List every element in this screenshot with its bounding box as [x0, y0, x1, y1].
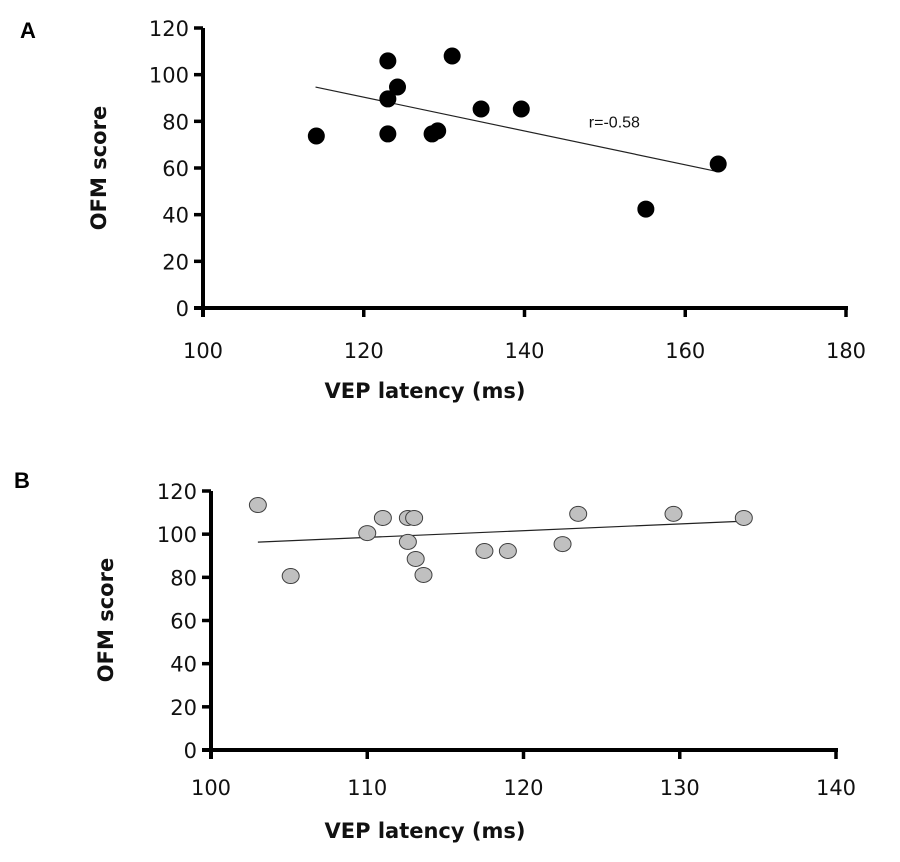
y-tick-label: 60	[162, 157, 189, 181]
y-tick-label: 60	[170, 610, 197, 634]
panel-label-a: A	[20, 18, 36, 43]
x-tick-label: 160	[665, 339, 705, 363]
trendline-b	[257, 520, 743, 543]
data-point	[498, 543, 517, 560]
data-point	[569, 505, 588, 522]
y-tick-label: 120	[149, 17, 189, 41]
data-point	[443, 47, 461, 65]
y-tick-label: 100	[157, 523, 197, 547]
data-point	[472, 100, 490, 118]
y-tick-label: 120	[157, 480, 197, 504]
y-tick-label: 80	[170, 566, 197, 590]
data-point	[379, 52, 397, 70]
x-tick-label: 110	[347, 776, 387, 800]
trendline-a	[315, 86, 716, 172]
x-ticks-a: 100 120 140 160 180	[183, 308, 866, 363]
panel-b: B 0 20 40 60 80 100 120 100 110 120 130 140 VEP la…	[14, 468, 856, 843]
x-tick-label: 140	[504, 339, 544, 363]
x-ticks-b: 100 110 120 130 140	[191, 750, 856, 800]
data-point	[414, 566, 433, 583]
x-tick-label: 140	[816, 776, 856, 800]
data-point	[307, 127, 325, 145]
data-point	[379, 125, 397, 143]
data-point	[429, 122, 447, 140]
x-tick-label: 130	[660, 776, 700, 800]
data-point	[248, 497, 267, 514]
x-tick-label: 180	[826, 339, 866, 363]
data-point	[389, 78, 407, 96]
data-point	[512, 100, 530, 118]
x-tick-label: 100	[183, 339, 223, 363]
y-axis-title-a: OFM score	[87, 106, 111, 230]
panel-a: A 0 20 40 60 80 100 120 100 120 140 160 180 r=-0.5…	[20, 17, 866, 403]
y-tick-label: 80	[162, 110, 189, 134]
x-tick-label: 120	[344, 339, 384, 363]
x-axis-title-b: VEP latency (ms)	[325, 819, 526, 843]
data-point	[379, 90, 397, 108]
points-b	[248, 497, 753, 585]
data-point	[553, 536, 572, 553]
data-point	[406, 550, 425, 567]
y-tick-label: 40	[170, 653, 197, 677]
y-tick-label: 20	[162, 250, 189, 274]
data-point	[637, 200, 655, 218]
data-point	[664, 505, 683, 522]
panel-label-b: B	[14, 468, 30, 493]
x-axis-title-a: VEP latency (ms)	[325, 379, 526, 403]
points-a	[307, 47, 727, 218]
data-point	[373, 509, 392, 526]
y-tick-label: 100	[149, 64, 189, 88]
axes-a	[194, 28, 848, 317]
y-tick-label: 0	[176, 297, 189, 321]
x-tick-label: 100	[191, 776, 231, 800]
y-axis-title-b: OFM score	[94, 558, 118, 682]
y-ticks-a: 0 20 40 60 80 100 120	[149, 17, 203, 321]
correlation-annotation-a: r=-0.58	[589, 114, 640, 131]
data-point	[281, 568, 300, 585]
y-tick-label: 20	[170, 696, 197, 720]
x-tick-label: 120	[503, 776, 543, 800]
data-point	[475, 543, 494, 560]
y-tick-label: 40	[162, 204, 189, 228]
data-point	[358, 525, 377, 542]
y-ticks-b: 0 20 40 60 80 100 120	[157, 480, 211, 763]
data-point	[709, 155, 727, 173]
data-point	[398, 533, 417, 550]
data-point	[734, 509, 753, 526]
data-point	[405, 509, 424, 526]
y-tick-label: 0	[184, 739, 197, 763]
